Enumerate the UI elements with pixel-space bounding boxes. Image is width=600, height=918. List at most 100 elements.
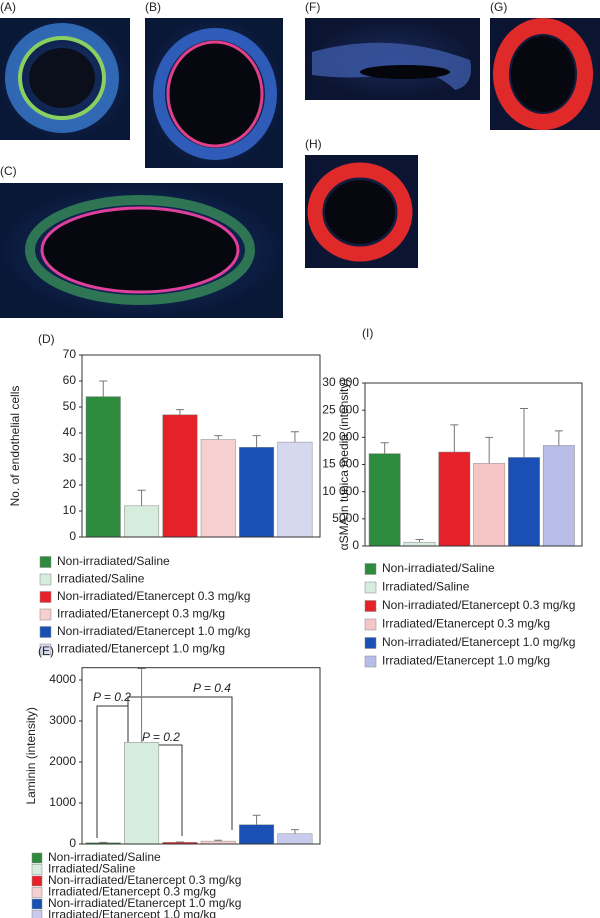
chart-title: (E) [38, 644, 54, 658]
error-bar [252, 814, 261, 825]
bar [368, 453, 401, 547]
y-tick-label: 4000 [49, 672, 76, 686]
legend-swatch [31, 887, 43, 898]
significance-brackets [96, 696, 233, 838]
panel-label: (F) [305, 0, 320, 14]
micrograph-c [0, 183, 283, 318]
legend-swatch [39, 643, 52, 656]
y-tick-label: 20 [63, 477, 77, 491]
y-tick-label: 0 [69, 529, 76, 543]
y-axis-label: αSMA in tunica media (intensity) [337, 379, 351, 551]
bar [239, 824, 275, 845]
legend-label: Non-irradiated/Etanercept 0.3 mg/kg [57, 589, 250, 603]
legend-swatch [364, 637, 377, 649]
bar [124, 505, 160, 538]
bar [508, 457, 540, 547]
y-tick-label: 10 [63, 503, 77, 517]
legend-swatch [364, 600, 377, 612]
bar [438, 451, 471, 547]
error-bar [520, 408, 529, 458]
error-bar [450, 424, 459, 453]
micrograph-f [305, 18, 480, 100]
legend-label: Irradiated/Etanercept 1.0 mg/kg [48, 908, 216, 918]
legend-swatch [364, 618, 377, 631]
bar [277, 441, 313, 538]
chart-title: (I) [362, 326, 373, 340]
bar [200, 439, 236, 538]
chart-title: (D) [38, 332, 55, 346]
legend-label: Irradiated/Etanercept 0.3 mg/kg [57, 607, 225, 621]
bar [162, 414, 198, 538]
legend-label: Non-irradiated/Etanercept 1.0 mg/kg [57, 624, 250, 638]
legend-label: Irradiated/Etanercept 0.3 mg/kg [48, 885, 216, 899]
legend-swatch [39, 556, 52, 568]
legend-swatch [31, 898, 43, 910]
error-bar [290, 431, 299, 443]
legend-label: Irradiated/Saline [48, 862, 136, 876]
y-tick-label: 5000 [332, 511, 359, 525]
micrograph-a [0, 18, 130, 140]
panel-label: (H) [305, 137, 322, 151]
legend-swatch [364, 563, 377, 575]
panel-label: (G) [490, 0, 507, 14]
legend-label: Non-irradiated/Saline [382, 561, 495, 575]
bar [542, 445, 575, 547]
error-bar [554, 430, 563, 446]
plot-frame [364, 382, 583, 547]
y-tick-label: 15 000 [322, 457, 359, 471]
y-tick-label: 3000 [49, 713, 76, 727]
y-tick-label: 30 [63, 451, 77, 465]
annotation: P = 0.4 [193, 681, 231, 695]
bar [85, 396, 121, 538]
legend-swatch [39, 573, 52, 586]
error-bar [137, 668, 146, 743]
legend-swatch [31, 875, 43, 887]
bar [277, 833, 313, 845]
legend-label: Irradiated/Saline [382, 580, 470, 594]
legend-swatch [39, 626, 52, 638]
error-bar [415, 538, 424, 543]
y-tick-label: 60 [63, 373, 77, 387]
y-tick-label: 10 000 [322, 484, 359, 498]
legend-swatch [364, 655, 377, 668]
error-bar [214, 435, 223, 440]
error-bar [485, 436, 494, 464]
legend-label: Irradiated/Saline [57, 572, 145, 586]
micrograph-h [305, 155, 418, 268]
error-bar [175, 409, 184, 415]
y-tick-label: 0 [69, 836, 76, 850]
y-tick-label: 70 [63, 347, 77, 361]
bar [473, 463, 506, 547]
legend-label: Non-irradiated/Etanercept 0.3 mg/kg [48, 873, 241, 887]
bar [124, 742, 160, 845]
panel-label: (C) [0, 164, 17, 178]
legend-swatch [39, 608, 52, 621]
legend-swatch [31, 910, 43, 918]
legend-label: Non-irradiated/Etanercept 1.0 mg/kg [48, 896, 241, 910]
plot-frame [81, 354, 321, 538]
y-tick-label: 0 [352, 538, 359, 552]
plot-frame [81, 667, 321, 845]
panel-label: (A) [0, 0, 16, 14]
y-tick-label: 20 000 [322, 430, 359, 444]
legend-swatch [39, 591, 52, 603]
y-tick-label: 50 [63, 399, 77, 413]
error-bar [252, 435, 261, 448]
y-tick-label: 1000 [49, 795, 76, 809]
error-bar [214, 839, 223, 842]
legend-label: Non-irradiated/Etanercept 0.3 mg/kg [382, 598, 575, 612]
y-tick-label: 30 000 [322, 375, 359, 389]
legend-label: Irradiated/Etanercept 1.0 mg/kg [382, 654, 550, 668]
annotation: P = 0.2 [142, 730, 180, 744]
legend-label: Irradiated/Etanercept 1.0 mg/kg [57, 642, 225, 656]
micrograph-g [490, 18, 600, 130]
legend-swatch [364, 581, 377, 594]
legend-label: Non-irradiated/Saline [57, 554, 170, 568]
legend-label: Non-irradiated/Etanercept 1.0 mg/kg [382, 635, 575, 649]
y-tick-label: 25 000 [322, 402, 359, 416]
y-tick-label: 2000 [49, 754, 76, 768]
y-axis-label: Laminin (intensity) [24, 707, 38, 804]
bar [239, 447, 275, 538]
bar [403, 541, 436, 547]
